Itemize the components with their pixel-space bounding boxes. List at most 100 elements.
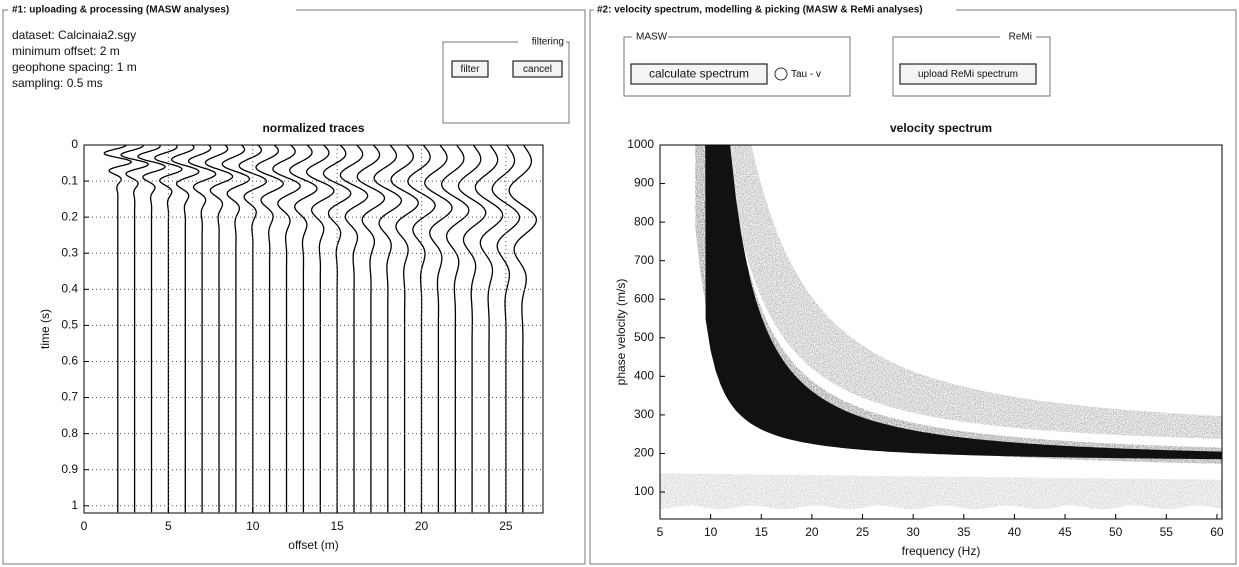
y-tick-label: 800 (634, 214, 654, 228)
label-bg (1000, 30, 1036, 44)
trace (441, 144, 470, 513)
trace (170, 144, 200, 513)
y-tick-label: 400 (634, 369, 654, 383)
trace (373, 144, 403, 513)
x-tick-label: 10 (704, 525, 718, 539)
trace (305, 144, 335, 513)
trace (474, 144, 504, 513)
y-tick-label: 300 (634, 407, 654, 421)
x-tick-label: 50 (1109, 525, 1123, 539)
x-tick-label: 40 (1008, 525, 1022, 539)
label-bg (518, 35, 566, 49)
y-tick-label: 0 (71, 137, 78, 151)
trace (289, 144, 318, 513)
trace (491, 144, 521, 513)
x-tick-label: 60 (1210, 525, 1224, 539)
trace (204, 144, 234, 513)
group-title: filtering (532, 37, 564, 48)
trace (508, 144, 538, 513)
group-box (623, 36, 851, 97)
trace (272, 144, 301, 513)
y-tick-label: 0.7 (61, 390, 78, 404)
filter-button[interactable]: filter (451, 60, 489, 78)
x-tick-label: 0 (81, 519, 88, 533)
panel-title: #2: velocity spectrum, modelling & picki… (597, 5, 923, 16)
button[interactable] (899, 63, 1037, 85)
trace (154, 144, 183, 513)
plot-frame (659, 144, 1223, 520)
x-tick-label: 25 (499, 519, 513, 533)
trace (339, 144, 369, 513)
upload-button[interactable]: upload ReMi spectrum (899, 63, 1037, 85)
y-tick-label: 1 (71, 498, 78, 512)
x-tick-label: 25 (856, 525, 870, 539)
calculate-button[interactable]: calculate spectrum (630, 63, 768, 85)
group-box (442, 41, 570, 124)
info-line: dataset: Calcinaia2.sgy (12, 28, 136, 42)
x-tick-label: 20 (415, 519, 429, 533)
trace (255, 144, 284, 513)
button-label[interactable]: filter (461, 64, 481, 75)
y-tick-label: 100 (634, 484, 654, 498)
trace (221, 144, 251, 513)
y-tick-label: 0.1 (61, 173, 78, 187)
y-tick-label: 1000 (627, 137, 654, 151)
y-axis-label: time (s) (38, 309, 52, 349)
y-tick-label: 700 (634, 253, 654, 267)
trace (407, 144, 436, 513)
traces (103, 144, 538, 513)
y-tick-label: 0.8 (61, 426, 78, 440)
x-tick-label: 10 (246, 519, 260, 533)
tau-option[interactable]: Tau - v (774, 67, 821, 81)
x-tick-label: 5 (165, 519, 172, 533)
y-tick-label: 600 (634, 291, 654, 305)
trace (322, 144, 352, 513)
spectrum-band (724, 145, 1222, 439)
y-tick-label: 0.9 (61, 462, 78, 476)
spectrum-band (660, 473, 1222, 510)
trace (457, 144, 487, 513)
spectrum (660, 145, 1222, 510)
y-tick-label: 500 (634, 330, 654, 344)
group-title: ReMi (1009, 32, 1032, 43)
x-tick-label: 20 (805, 525, 819, 539)
trace (103, 144, 132, 513)
x-tick-label: 15 (330, 519, 344, 533)
button[interactable] (630, 63, 768, 85)
trace (120, 145, 149, 513)
y-axis-label: phase velocity (m/s) (614, 279, 628, 386)
plot-title: normalized traces (262, 121, 364, 135)
x-tick-label: 5 (657, 525, 664, 539)
info-line: sampling: 0.5 ms (12, 76, 103, 90)
x-tick-label: 30 (906, 525, 920, 539)
info-line: minimum offset: 2 m (12, 44, 120, 58)
y-tick-label: 200 (634, 446, 654, 460)
trace (187, 144, 217, 513)
button[interactable] (512, 60, 563, 78)
y-tick-label: 0.4 (61, 281, 78, 295)
button-label[interactable]: cancel (523, 64, 552, 75)
y-tick-label: 0.2 (61, 209, 78, 223)
label-bg (8, 3, 296, 17)
plot-title: velocity spectrum (890, 121, 992, 135)
button-label[interactable]: calculate spectrum (649, 67, 749, 81)
x-tick-label: 15 (755, 525, 769, 539)
group-box (892, 36, 1051, 97)
trace (424, 144, 453, 513)
cancel-button[interactable]: cancel (512, 60, 563, 78)
label-bg (632, 30, 668, 44)
info-line: geophone spacing: 1 m (12, 60, 137, 74)
x-tick-label: 45 (1058, 525, 1072, 539)
radio-label[interactable]: Tau - v (791, 69, 821, 80)
trace (356, 144, 386, 513)
radio[interactable] (774, 67, 788, 81)
label-bg (594, 3, 956, 17)
plot-frame (83, 144, 544, 514)
y-tick-label: 0.3 (61, 245, 78, 259)
button-label[interactable]: upload ReMi spectrum (918, 69, 1018, 80)
button[interactable] (451, 60, 489, 78)
trace (238, 144, 267, 513)
x-tick-label: 55 (1160, 525, 1174, 539)
x-tick-label: 35 (957, 525, 971, 539)
